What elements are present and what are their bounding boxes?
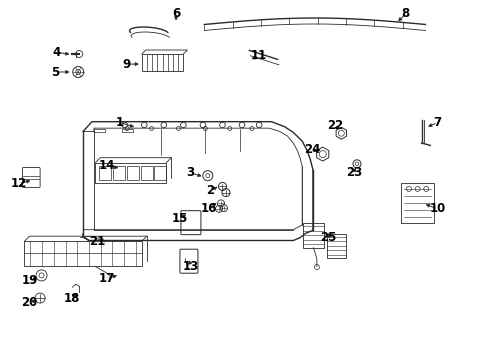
Text: 17: 17 <box>98 273 115 285</box>
Bar <box>24 241 142 266</box>
Text: 4: 4 <box>52 46 60 59</box>
Text: 6: 6 <box>172 7 180 20</box>
Text: 8: 8 <box>401 7 409 20</box>
Bar <box>126 166 139 180</box>
Bar <box>154 166 166 180</box>
Bar <box>113 166 125 180</box>
Text: 11: 11 <box>250 49 267 62</box>
Text: 22: 22 <box>326 119 343 132</box>
Text: 7: 7 <box>433 116 441 129</box>
Text: 25: 25 <box>320 231 336 244</box>
Text: 15: 15 <box>171 212 188 225</box>
Text: 1: 1 <box>116 116 123 129</box>
Text: 13: 13 <box>182 260 199 273</box>
Text: 18: 18 <box>64 292 81 305</box>
Text: 16: 16 <box>201 202 217 215</box>
Text: 14: 14 <box>98 159 115 172</box>
Bar <box>142 54 183 71</box>
Bar <box>326 234 346 258</box>
Text: 3: 3 <box>186 166 194 179</box>
Text: 12: 12 <box>10 177 27 190</box>
Text: 2: 2 <box>206 184 214 197</box>
Text: 19: 19 <box>22 274 39 287</box>
Bar <box>94 129 104 132</box>
Text: 10: 10 <box>428 202 445 215</box>
Bar <box>303 223 323 248</box>
Bar <box>99 166 111 180</box>
Bar <box>400 183 433 223</box>
Bar <box>122 129 133 132</box>
Bar <box>95 163 166 183</box>
Text: 9: 9 <box>122 58 130 71</box>
Text: 20: 20 <box>21 296 38 309</box>
Bar <box>140 166 152 180</box>
Text: 24: 24 <box>303 143 320 156</box>
Text: 21: 21 <box>88 235 105 248</box>
Text: 23: 23 <box>346 166 362 179</box>
Text: 5: 5 <box>51 66 59 78</box>
